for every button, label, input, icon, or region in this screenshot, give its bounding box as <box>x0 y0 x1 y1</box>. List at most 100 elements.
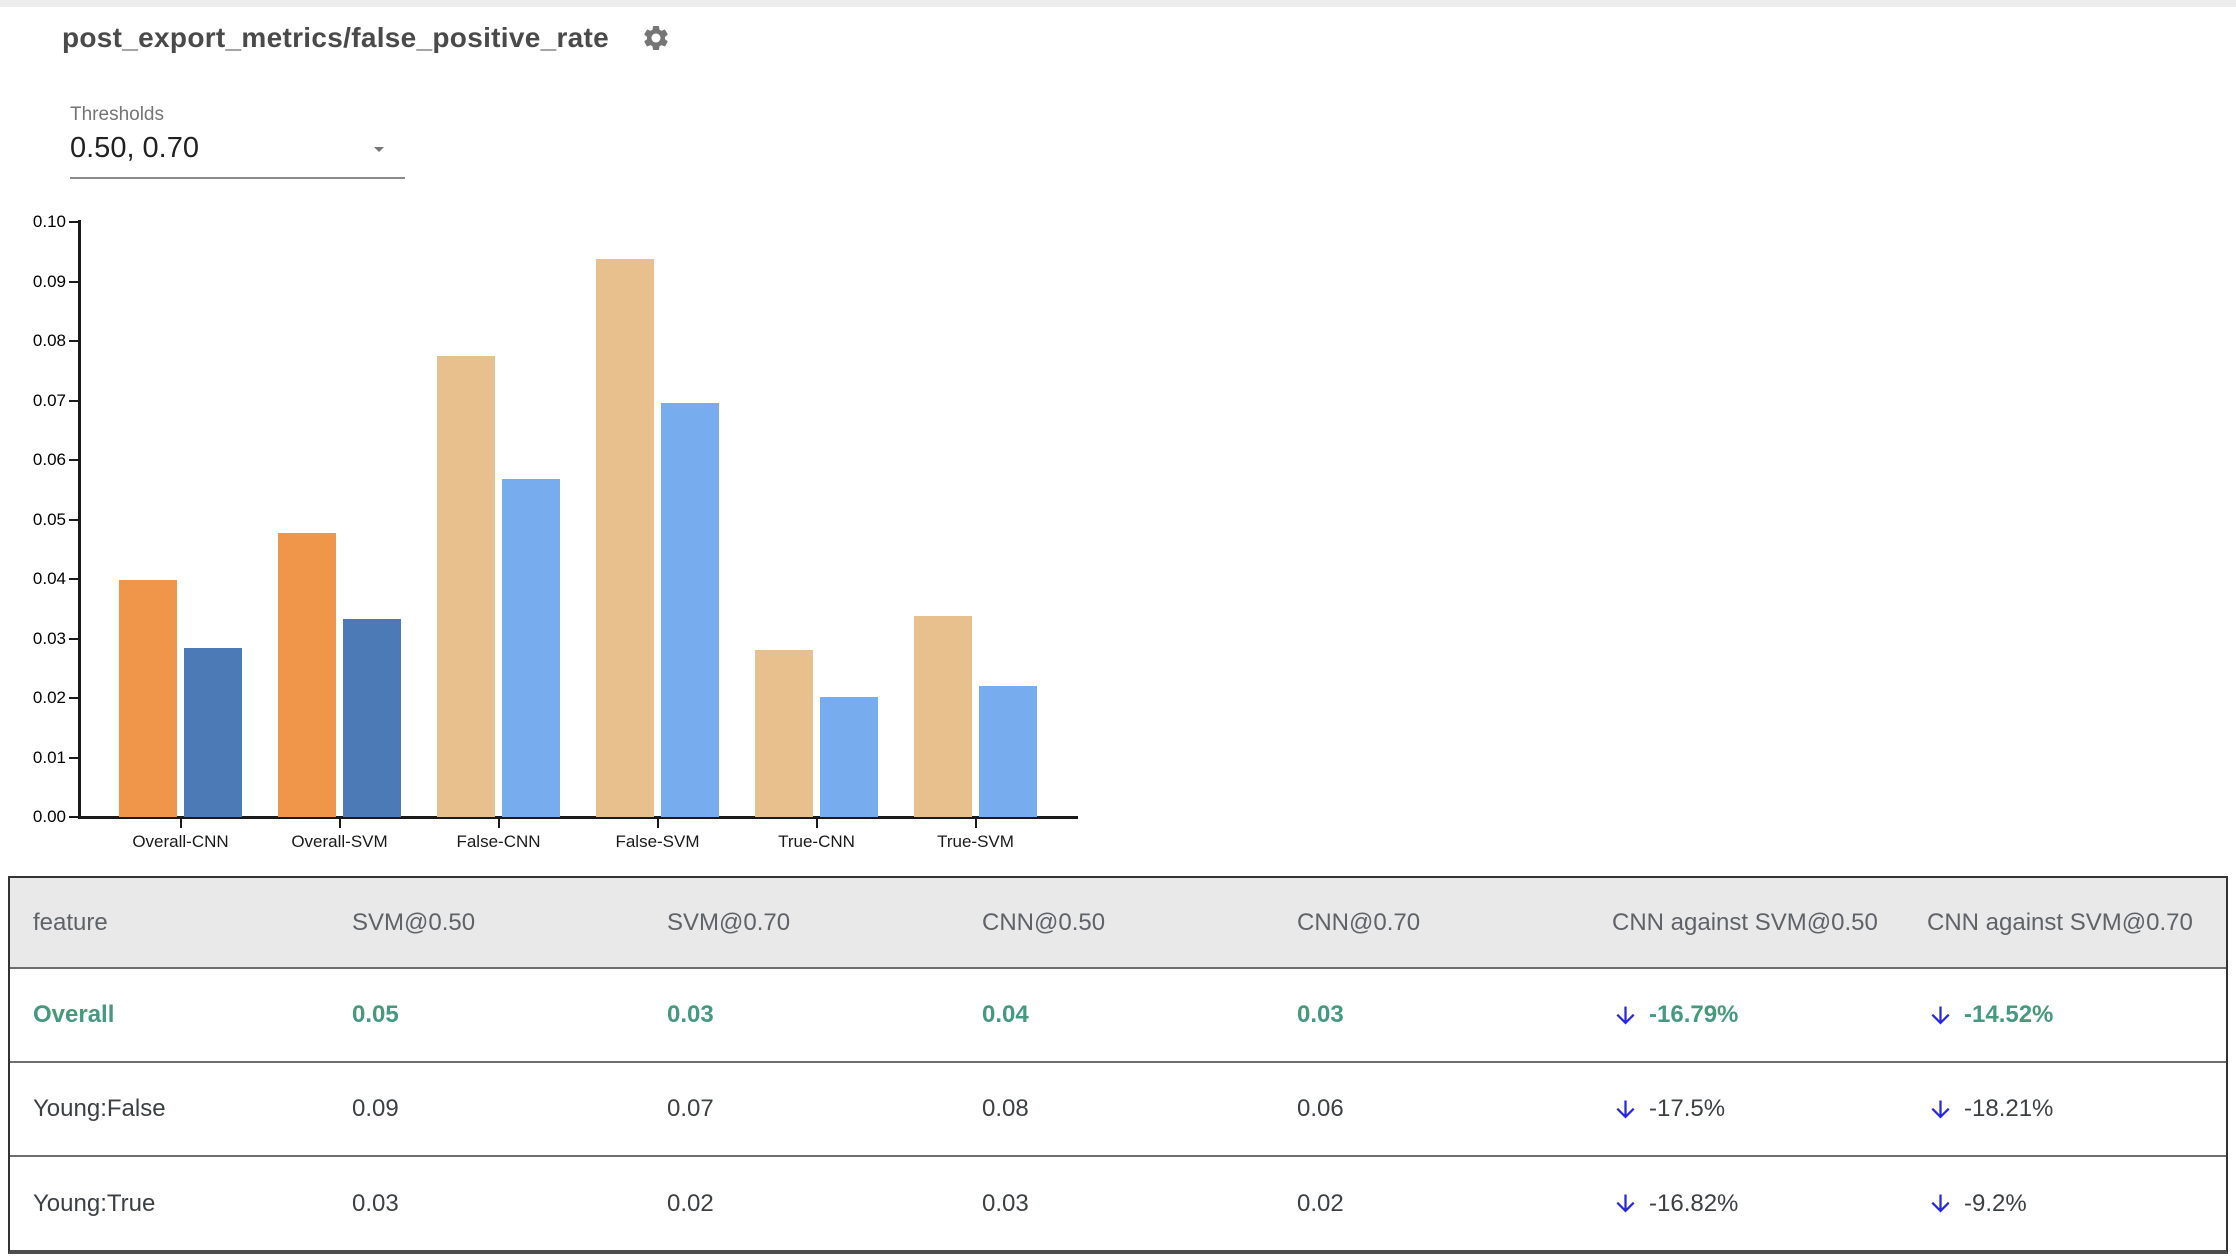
y-tick-label: 0.03 <box>32 628 66 648</box>
x-category-label: True-SVM <box>937 832 1014 851</box>
x-tick <box>497 819 500 828</box>
column-header-svm-0-70: SVM@0.70 <box>644 878 959 969</box>
bar-False-SVM-threshold0.70 <box>661 403 719 817</box>
dropdown-arrow-icon <box>367 137 391 161</box>
x-tick <box>974 819 977 828</box>
y-tick <box>69 756 78 759</box>
y-tick <box>69 697 78 699</box>
thresholds-label: Thresholds <box>70 104 164 125</box>
x-tick <box>179 819 182 828</box>
diff-value: -18.21% <box>1964 1095 2054 1122</box>
thresholds-value: 0.50, 0.70 <box>70 132 199 164</box>
bar-Overall-SVM-threshold0.50 <box>278 533 336 817</box>
column-header-cnn-against-svm-0-50: CNN against SVM@0.50 <box>1589 878 1904 969</box>
diff-cell: -16.82% <box>1589 1156 1904 1250</box>
table-row-young-false: Young:False 0.09 0.07 0.08 0.06 -17.5% -18.21% <box>10 1062 2226 1156</box>
down-arrow-icon <box>1927 1190 1954 1217</box>
down-arrow-icon <box>1612 1190 1639 1217</box>
bar-True-CNN-threshold0.70 <box>820 697 878 817</box>
metric-value-cell: 0.09 <box>352 1095 399 1122</box>
down-arrow-icon <box>1927 1002 1954 1029</box>
y-tick <box>69 340 78 342</box>
x-category-label: False-CNN <box>456 832 541 851</box>
x-category-label: False-SVM <box>615 832 700 851</box>
metric-value-cell: 0.04 <box>982 1001 1029 1028</box>
diff-cell: -9.2% <box>1904 1156 2226 1250</box>
bar-True-SVM-threshold0.50 <box>914 616 972 817</box>
diff-value: -9.2% <box>1964 1189 2027 1217</box>
y-tick-label: 0.08 <box>32 331 66 350</box>
down-arrow-icon <box>1612 1096 1639 1123</box>
y-tick-label: 0.09 <box>32 271 66 291</box>
x-category-label: Overall-SVM <box>291 832 388 851</box>
table-row-young-true: Young:True 0.03 0.02 0.03 0.02 -16.82% -9.2% <box>10 1156 2226 1250</box>
table-header-row: feature SVM@0.50 SVM@0.70 CNN@0.50 CNN@0.70 C… <box>10 878 2226 969</box>
bar-False-CNN-threshold0.50 <box>437 356 495 817</box>
metric-value-cell: 0.03 <box>1297 1001 1344 1028</box>
y-tick <box>69 221 78 223</box>
table-body: Overall 0.05 0.03 0.04 0.03 -16.79% -14.52% You… <box>10 968 2226 1250</box>
settings-gear-icon[interactable] <box>641 23 671 53</box>
feature-cell: Young:False <box>33 1095 166 1122</box>
metric-value-cell: 0.03 <box>352 1189 399 1217</box>
x-axis <box>78 816 1078 819</box>
x-category-label: Overall-CNN <box>132 832 229 851</box>
table-row-overall: Overall 0.05 0.03 0.04 0.03 -16.79% -14.52% <box>10 968 2226 1062</box>
metrics-table-container: feature SVM@0.50 SVM@0.70 CNN@0.50 CNN@0.70 C… <box>8 876 2228 1254</box>
feature-cell: Young:True <box>33 1189 156 1217</box>
y-tick-label: 0.02 <box>32 688 66 707</box>
diff-value: -14.52% <box>1964 1001 2054 1028</box>
diff-cell: -17.5% <box>1589 1062 1904 1156</box>
metric-value-cell: 0.08 <box>982 1095 1029 1122</box>
bar-False-SVM-threshold0.50 <box>596 259 654 817</box>
y-tick <box>69 280 78 283</box>
diff-value: -16.79% <box>1649 1001 1739 1028</box>
diff-value: -17.5% <box>1649 1095 1726 1122</box>
bar-chart: 0.00 0.01 0.02 0.03 0.04 0.05 0.06 0.07 0.08 0.09… <box>0 210 1100 880</box>
metrics-table: feature SVM@0.50 SVM@0.70 CNN@0.50 CNN@0.70 C… <box>10 878 2226 1250</box>
y-tick <box>69 399 78 402</box>
x-tick <box>815 819 818 828</box>
down-arrow-icon <box>1927 1096 1954 1123</box>
thresholds-select[interactable]: Thresholds 0.50, 0.70 <box>70 104 405 179</box>
down-arrow-icon <box>1612 1002 1639 1029</box>
y-tick-label: 0.10 <box>32 212 66 231</box>
y-tick <box>69 518 78 521</box>
column-header-svm-0-50: SVM@0.50 <box>329 878 644 969</box>
column-header-cnn-0-50: CNN@0.50 <box>959 878 1274 969</box>
y-tick-label: 0.04 <box>32 569 66 588</box>
page-title: post_export_metrics/false_positive_rate <box>62 22 610 53</box>
column-header-cnn-0-70: CNN@0.70 <box>1274 878 1589 969</box>
bar-False-CNN-threshold0.70 <box>502 479 560 817</box>
feature-cell: Overall <box>33 1001 115 1028</box>
y-tick <box>69 459 78 461</box>
diff-cell: -14.52% <box>1904 968 2226 1062</box>
y-tick-label: 0.00 <box>32 807 66 826</box>
bar-Overall-SVM-threshold0.70 <box>343 619 401 817</box>
diff-cell: -18.21% <box>1904 1062 2226 1156</box>
metric-value-cell: 0.07 <box>667 1095 714 1122</box>
y-tick <box>69 578 78 580</box>
bar-True-CNN-threshold0.50 <box>755 650 813 817</box>
y-axis <box>78 220 81 817</box>
metric-value-cell: 0.03 <box>982 1189 1029 1217</box>
column-header-cnn-against-svm-0-70: CNN against SVM@0.70 <box>1904 878 2226 969</box>
bar-Overall-CNN-threshold0.50 <box>119 580 177 817</box>
metric-header: post_export_metrics/false_positive_rate <box>62 22 671 54</box>
metric-value-cell: 0.05 <box>352 1001 399 1028</box>
x-tick <box>656 819 659 828</box>
bar-True-SVM-threshold0.70 <box>979 686 1037 817</box>
metric-value-cell: 0.02 <box>667 1189 714 1217</box>
bar-Overall-CNN-threshold0.70 <box>184 648 242 817</box>
metric-value-cell: 0.06 <box>1297 1095 1344 1122</box>
x-category-label: True-CNN <box>778 832 855 851</box>
x-tick <box>338 819 341 828</box>
y-tick-label: 0.07 <box>32 390 66 410</box>
panel-top-border <box>0 0 2236 7</box>
y-tick <box>69 816 78 818</box>
y-tick <box>69 637 78 640</box>
metric-value-cell: 0.03 <box>667 1001 714 1028</box>
y-tick-label: 0.06 <box>32 450 66 469</box>
diff-value: -16.82% <box>1649 1189 1739 1217</box>
